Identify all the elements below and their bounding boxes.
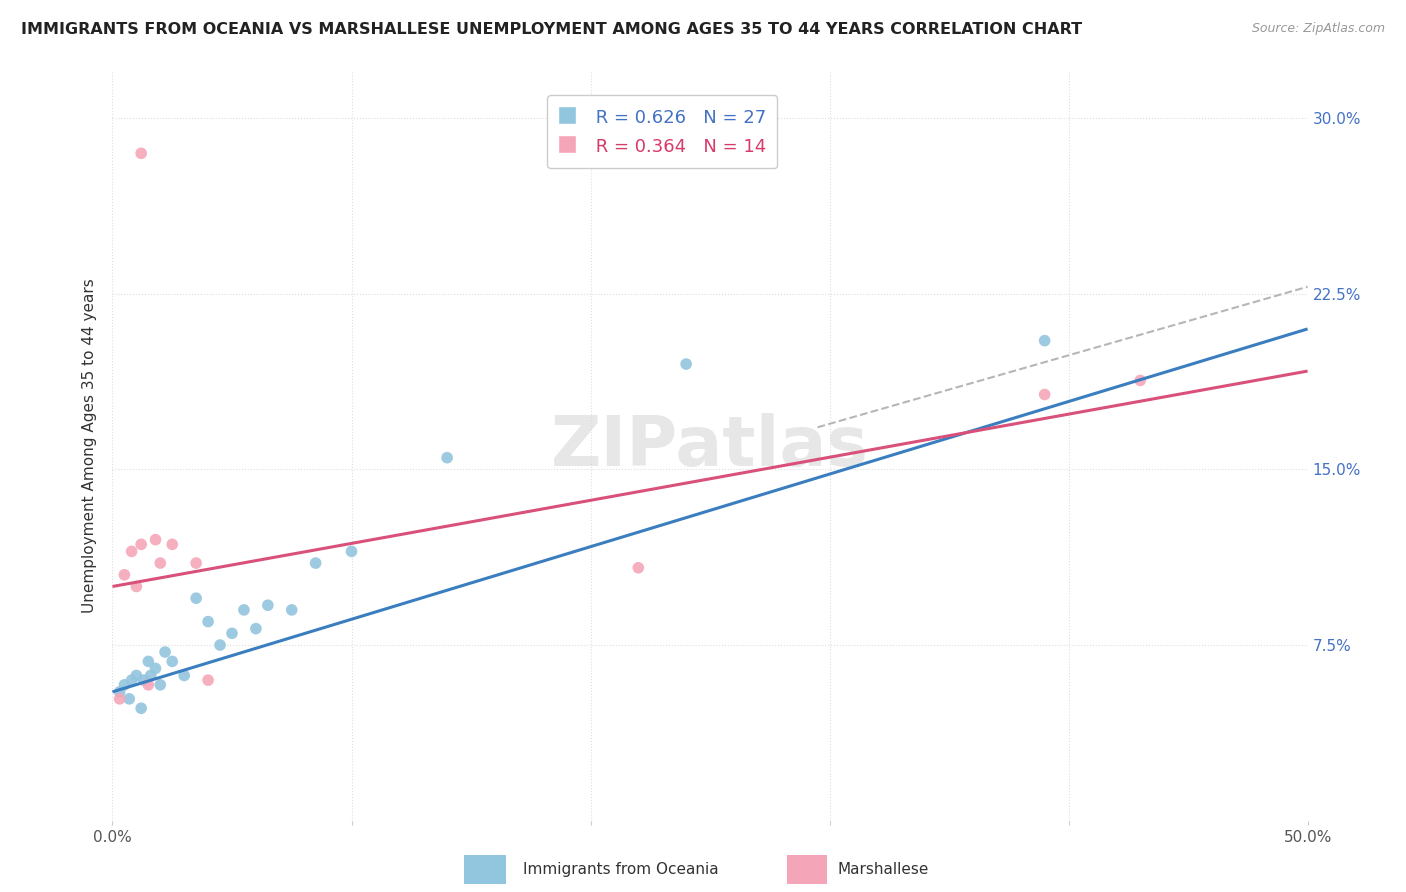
Point	[114, 567, 135, 582]
Point	[436, 450, 458, 465]
Text: ZIPatlas: ZIPatlas	[551, 412, 869, 480]
Point	[138, 678, 160, 692]
Point	[125, 580, 148, 594]
Point	[675, 357, 697, 371]
Point	[153, 645, 176, 659]
Point	[149, 556, 172, 570]
Point	[1033, 334, 1056, 348]
Point	[108, 685, 131, 699]
Point	[108, 692, 131, 706]
Point	[162, 655, 183, 669]
Point	[118, 692, 141, 706]
Point	[145, 661, 167, 675]
Point	[1129, 374, 1152, 388]
Text: Immigrants from Oceania: Immigrants from Oceania	[523, 863, 718, 877]
Point	[129, 146, 152, 161]
Point	[114, 678, 135, 692]
FancyBboxPatch shape	[787, 855, 827, 884]
Point	[125, 668, 148, 682]
Point	[1033, 387, 1056, 401]
Text: Source: ZipAtlas.com: Source: ZipAtlas.com	[1251, 22, 1385, 36]
Point	[121, 544, 143, 558]
FancyBboxPatch shape	[464, 855, 506, 884]
Point	[138, 655, 160, 669]
Point	[197, 673, 219, 688]
Point	[186, 556, 208, 570]
Point	[162, 537, 183, 551]
Point	[221, 626, 243, 640]
Point	[132, 673, 155, 688]
Legend:  R = 0.626   N = 27,  R = 0.364   N = 14: R = 0.626 N = 27, R = 0.364 N = 14	[547, 95, 778, 169]
Point	[129, 701, 152, 715]
Point	[186, 591, 208, 606]
Point	[129, 537, 152, 551]
Point	[281, 603, 304, 617]
Y-axis label: Unemployment Among Ages 35 to 44 years: Unemployment Among Ages 35 to 44 years	[82, 278, 97, 614]
Point	[149, 678, 172, 692]
Point	[340, 544, 363, 558]
Text: IMMIGRANTS FROM OCEANIA VS MARSHALLESE UNEMPLOYMENT AMONG AGES 35 TO 44 YEARS CO: IMMIGRANTS FROM OCEANIA VS MARSHALLESE U…	[21, 22, 1083, 37]
Point	[139, 668, 162, 682]
Point	[209, 638, 232, 652]
Point	[121, 673, 143, 688]
Point	[257, 599, 280, 613]
Text: Marshallese: Marshallese	[838, 863, 929, 877]
Point	[627, 561, 650, 575]
Point	[145, 533, 167, 547]
Point	[305, 556, 328, 570]
Point	[233, 603, 256, 617]
Point	[173, 668, 195, 682]
Point	[245, 622, 267, 636]
Point	[197, 615, 219, 629]
